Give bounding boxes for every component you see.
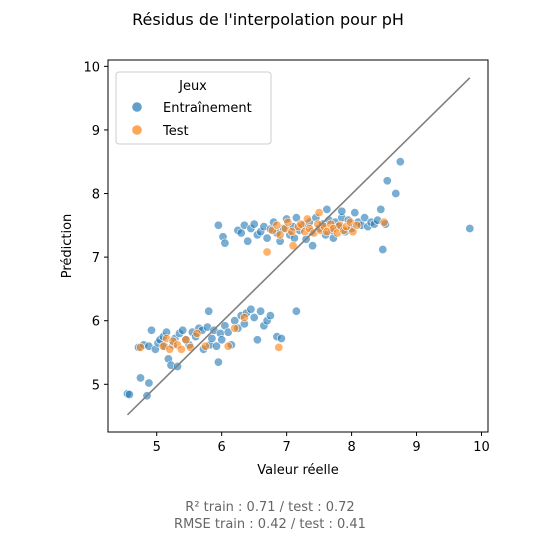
test-point-11 — [223, 341, 233, 351]
legend: Jeux Entraînement Test — [115, 71, 272, 145]
train-point-36 — [204, 306, 214, 316]
train-point-52 — [265, 311, 275, 321]
train-point-68 — [262, 233, 272, 243]
train-point-110 — [337, 206, 347, 216]
train-point-49 — [256, 306, 266, 316]
y-tick-label-10: 10 — [83, 60, 100, 75]
y-axis-label: Prédiction — [60, 214, 75, 279]
caption-r2: R² train : 0.71 / test : 0.72 — [185, 500, 355, 515]
train-point-84 — [308, 241, 318, 251]
test-point-18 — [275, 230, 285, 240]
train-point-21 — [178, 325, 188, 335]
test-point-21 — [287, 227, 297, 237]
test-point-12 — [230, 323, 240, 333]
train-point-106 — [376, 204, 386, 214]
train-point-58 — [220, 238, 230, 248]
test-point-26 — [302, 214, 312, 224]
train-point-8 — [147, 325, 157, 335]
identity-line — [126, 77, 471, 416]
legend-marker-entrainement — [131, 101, 143, 113]
legend-marker-test — [131, 124, 143, 136]
train-point-55 — [291, 306, 301, 316]
train-point-54 — [276, 333, 286, 343]
test-point-10 — [200, 341, 210, 351]
test-point-14 — [274, 342, 284, 352]
train-point-64 — [249, 219, 259, 229]
test-point-9 — [192, 328, 202, 338]
legend-box — [115, 71, 272, 145]
x-axis-label: Valeur réelle — [257, 463, 338, 478]
train-point-112 — [391, 189, 401, 199]
train-point-33 — [212, 341, 222, 351]
test-point-17 — [272, 220, 282, 230]
train-point-78 — [291, 213, 301, 223]
chart-title: Résidus de l'interpolation pour pH — [132, 10, 404, 29]
test-point-20 — [283, 217, 293, 227]
test-point-42 — [314, 208, 324, 218]
legend-label-entrainement: Entraînement — [163, 101, 252, 116]
axis-ticks: 5 6 7 8 9 10 5 6 7 8 9 10 — [83, 60, 489, 455]
plot-frame — [107, 59, 489, 433]
x-tick-label-6: 6 — [218, 440, 226, 455]
y-tick-label-6: 6 — [92, 315, 100, 330]
test-point-22 — [288, 241, 298, 251]
train-point-113 — [395, 157, 405, 167]
train-point-37 — [217, 335, 227, 345]
train-point-98 — [350, 208, 360, 218]
legend-label-test: Test — [162, 124, 189, 139]
train-point-114 — [465, 224, 475, 234]
x-tick-label-5: 5 — [153, 440, 161, 455]
train-point-34 — [213, 357, 223, 367]
legend-title: Jeux — [178, 79, 207, 94]
train-point-46 — [246, 304, 256, 314]
x-tick-label-8: 8 — [347, 440, 355, 455]
test-point-41 — [352, 220, 362, 230]
train-point-109 — [322, 204, 332, 214]
test-point-3 — [165, 344, 175, 354]
train-point-62 — [243, 236, 253, 246]
y-tick-label-5: 5 — [92, 378, 100, 393]
test-point-0 — [136, 342, 146, 352]
train-point-111 — [382, 176, 392, 186]
y-tick-label-8: 8 — [92, 188, 100, 203]
train-point-47 — [249, 312, 259, 322]
test-point-43 — [379, 217, 389, 227]
x-tick-label-10: 10 — [473, 440, 490, 455]
train-point-39 — [223, 327, 233, 337]
test-point-6 — [176, 344, 186, 354]
metrics-caption: R² train : 0.71 / test : 0.72 RMSE train… — [0, 499, 540, 533]
train-point-107 — [378, 245, 388, 255]
x-tick-label-9: 9 — [412, 440, 420, 455]
test-point-7 — [181, 335, 191, 345]
train-point-101 — [360, 213, 370, 223]
train-point-1 — [124, 389, 134, 399]
train-point-4 — [144, 378, 154, 388]
test-point-15 — [262, 247, 272, 257]
train-point-2 — [136, 373, 146, 383]
train-point-60 — [236, 228, 246, 238]
test-point-8 — [186, 342, 196, 352]
train-point-48 — [252, 335, 262, 345]
y-tick-label-9: 9 — [92, 124, 100, 139]
x-tick-label-7: 7 — [282, 440, 290, 455]
caption-rmse: RMSE train : 0.42 / test : 0.41 — [174, 517, 366, 532]
train-point-56 — [213, 220, 223, 230]
test-point-13 — [239, 312, 249, 322]
test-point-24 — [296, 219, 306, 229]
points-layer — [123, 77, 475, 416]
y-tick-label-7: 7 — [92, 251, 100, 266]
